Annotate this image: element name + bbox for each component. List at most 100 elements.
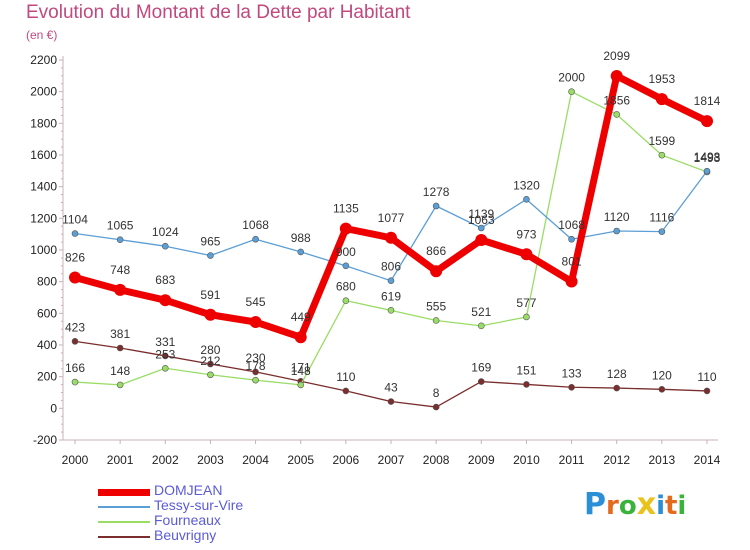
data-point-tessy-sur-vire xyxy=(207,252,214,259)
data-label-tessy-sur-vire: 988 xyxy=(291,231,311,245)
data-point-tessy-sur-vire xyxy=(477,224,485,232)
data-label-tessy-sur-vire: 1116 xyxy=(649,211,674,225)
data-point-beuvrigny xyxy=(613,384,621,392)
y-tick-label: 2000 xyxy=(30,85,57,99)
logo-letter: t xyxy=(664,491,678,521)
y-tick-label: 2200 xyxy=(30,53,57,67)
data-point-fourneaux xyxy=(568,88,575,95)
data-label-fourneaux: 555 xyxy=(426,299,446,313)
data-point-fourneaux xyxy=(207,371,214,379)
data-label-fourneaux: 148 xyxy=(291,364,311,378)
data-label-tessy-sur-vire: 1068 xyxy=(242,218,269,232)
data-point-beuvrigny xyxy=(477,378,485,385)
data-label-tessy-sur-vire: 1278 xyxy=(423,185,450,199)
logo-letter: P xyxy=(584,487,606,522)
data-label-domjean: 1814 xyxy=(694,94,721,108)
data-point-fourneaux xyxy=(116,381,124,389)
x-tick-label: 2002 xyxy=(152,453,179,467)
data-point-tessy-sur-vire xyxy=(71,230,79,237)
data-point-fourneaux xyxy=(477,322,485,330)
data-point-beuvrigny xyxy=(703,387,711,395)
legend-swatch xyxy=(98,536,150,538)
data-label-beuvrigny: 120 xyxy=(652,368,672,382)
data-label-fourneaux: 166 xyxy=(65,361,85,375)
proxiti-logo: Proxiti xyxy=(584,487,686,522)
data-point-tessy-sur-vire xyxy=(252,235,259,243)
x-tick-label: 2004 xyxy=(242,453,269,467)
data-label-fourneaux: 1493 xyxy=(694,151,721,165)
data-label-beuvrigny: 110 xyxy=(336,370,355,384)
legend-swatch xyxy=(98,521,150,523)
data-point-beuvrigny xyxy=(252,368,259,376)
data-point-tessy-sur-vire xyxy=(387,277,395,285)
logo-letter: r xyxy=(606,491,619,521)
data-point-tessy-sur-vire xyxy=(523,196,530,203)
data-point-fourneaux xyxy=(387,307,395,314)
x-tick-label: 2006 xyxy=(333,453,360,467)
data-point-domjean xyxy=(610,69,623,82)
data-label-beuvrigny: 381 xyxy=(110,327,130,341)
y-tick-label: 1800 xyxy=(30,116,57,130)
legend-item-tessy-sur-vire: Tessy-sur-Vire xyxy=(98,497,338,514)
data-label-tessy-sur-vire: 806 xyxy=(381,260,401,274)
data-label-tessy-sur-vire: 965 xyxy=(200,235,220,249)
data-point-tessy-sur-vire xyxy=(658,228,666,235)
data-label-beuvrigny: 133 xyxy=(562,366,582,380)
data-label-fourneaux: 212 xyxy=(200,354,220,368)
data-point-beuvrigny xyxy=(658,386,666,393)
data-point-fourneaux xyxy=(297,381,305,389)
logo-letter: i xyxy=(656,491,665,521)
data-label-domjean: 801 xyxy=(562,255,582,269)
x-tick-label: 2013 xyxy=(649,453,676,467)
data-label-domjean: 826 xyxy=(65,251,85,265)
data-label-tessy-sur-vire: 1065 xyxy=(107,219,134,233)
data-point-beuvrigny xyxy=(116,344,124,352)
data-point-domjean xyxy=(430,265,443,278)
data-point-fourneaux xyxy=(432,317,440,324)
data-point-fourneaux xyxy=(161,364,169,372)
data-point-tessy-sur-vire xyxy=(703,167,711,175)
y-tick-label: 1400 xyxy=(30,180,57,194)
data-label-domjean: 2099 xyxy=(603,49,630,63)
legend-label: Beuvrigny xyxy=(154,527,217,543)
data-point-tessy-sur-vire xyxy=(116,236,124,244)
x-tick-label: 2008 xyxy=(423,453,450,467)
data-label-fourneaux: 521 xyxy=(471,305,491,319)
data-point-beuvrigny xyxy=(432,403,440,411)
x-tick-label: 2001 xyxy=(107,453,134,467)
data-point-domjean xyxy=(69,271,81,284)
y-tick-label: 800 xyxy=(37,275,57,289)
legend-label: Tessy-sur-Vire xyxy=(154,497,244,513)
y-tick-label: 1200 xyxy=(30,211,57,225)
data-point-beuvrigny xyxy=(207,360,214,368)
data-label-domjean: 1135 xyxy=(333,202,359,216)
data-point-tessy-sur-vire xyxy=(297,248,305,256)
data-point-fourneaux xyxy=(342,297,350,304)
x-tick-label: 2009 xyxy=(468,453,495,467)
x-tick-label: 2005 xyxy=(287,453,314,467)
data-label-tessy-sur-vire: 1120 xyxy=(604,210,630,224)
data-point-fourneaux xyxy=(252,376,259,384)
x-tick-label: 2014 xyxy=(694,453,721,467)
data-point-fourneaux xyxy=(658,151,666,159)
logo-letter: i xyxy=(677,491,687,521)
data-point-beuvrigny xyxy=(568,383,575,391)
data-label-tessy-sur-vire: 1024 xyxy=(152,225,179,239)
data-label-beuvrigny: 423 xyxy=(65,320,85,334)
data-point-beuvrigny xyxy=(342,387,350,395)
legend-swatch xyxy=(98,506,150,508)
legend-label: Fourneaux xyxy=(154,512,221,528)
data-point-domjean xyxy=(385,231,397,244)
data-point-fourneaux xyxy=(71,378,79,386)
data-label-tessy-sur-vire: 1320 xyxy=(513,178,540,192)
data-label-beuvrigny: 169 xyxy=(471,361,491,375)
data-point-domjean xyxy=(249,316,262,329)
logo-letter: o xyxy=(618,491,637,521)
data-point-tessy-sur-vire xyxy=(568,235,575,243)
legend-item-beuvrigny: Beuvrigny xyxy=(98,527,338,544)
x-tick-label: 2012 xyxy=(603,453,630,467)
data-point-domjean xyxy=(701,115,713,128)
data-label-domjean: 545 xyxy=(246,295,266,309)
data-label-beuvrigny: 43 xyxy=(384,381,398,395)
